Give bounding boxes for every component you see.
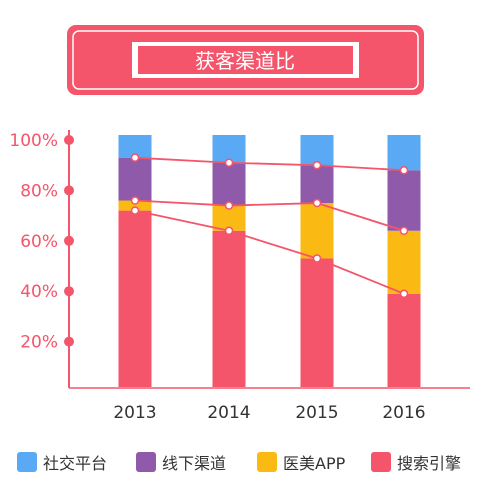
trend-point: [312, 160, 322, 170]
bar-segment: [212, 162, 246, 206]
trend-point: [130, 206, 140, 215]
legend-swatch: [257, 452, 277, 472]
trend-point: [399, 226, 409, 236]
bar-segment: [300, 165, 334, 204]
y-tick-dot: [64, 235, 74, 246]
trend-point: [224, 158, 234, 167]
y-tick-label: 60%: [20, 232, 58, 252]
y-tick-dot: [64, 135, 74, 145]
legend-item: 线下渠道: [136, 452, 226, 473]
trend-point: [224, 201, 234, 210]
plot-area: 20% 40% 60% 80% 100% 2013 2014 2015 2016: [9, 130, 470, 423]
trend-line: [134, 209, 405, 295]
trend-point: [399, 166, 409, 175]
legend-item: 搜索引擎: [371, 452, 461, 473]
bar-segment: [118, 135, 152, 158]
y-tick-label: 40%: [20, 282, 58, 302]
y-tick-label: 20%: [20, 333, 58, 353]
title-banner: 获客渠道比: [67, 25, 424, 95]
trend-point: [224, 226, 234, 236]
bar-segment: [387, 293, 421, 387]
legend-swatch: [17, 452, 37, 472]
bar-segment: [212, 135, 246, 163]
x-tick-label: 2016: [382, 403, 425, 423]
legend-label: 搜索引擎: [397, 454, 461, 473]
trend-point: [312, 254, 322, 263]
legend-item: 社交平台: [17, 452, 107, 473]
y-tick-label: 80%: [20, 181, 58, 201]
y-tick-dot: [64, 286, 74, 297]
bar-segment: [387, 135, 421, 171]
trend-point: [312, 198, 322, 208]
legend-item: 医美APP: [257, 452, 346, 473]
legend: 社交平台 线下渠道 医美APP 搜索引擎: [17, 452, 461, 473]
bar-segment: [300, 135, 334, 166]
bar-segment: [300, 258, 334, 387]
x-tick-label: 2015: [295, 403, 338, 423]
bar-segment: [212, 230, 246, 387]
bar-segment: [300, 203, 334, 259]
y-tick-dot: [64, 185, 74, 196]
legend-label: 线下渠道: [162, 454, 226, 473]
legend-swatch: [371, 452, 391, 472]
chart-title: 获客渠道比: [195, 49, 295, 73]
legend-label: 社交平台: [43, 454, 107, 473]
x-tick-label: 2013: [113, 403, 156, 423]
y-tick-label: 100%: [9, 131, 58, 151]
bar-segment: [118, 157, 152, 201]
bar-segment: [118, 210, 152, 387]
legend-swatch: [136, 452, 156, 472]
trend-point: [130, 196, 140, 205]
trend-point: [130, 153, 140, 162]
x-tick-label: 2014: [207, 403, 250, 423]
bar-segment: [118, 200, 152, 211]
trend-point: [399, 289, 409, 299]
bar-segment: [387, 170, 421, 231]
trend-line: [134, 199, 405, 232]
y-tick-dot: [64, 336, 74, 347]
bar-segment: [387, 230, 421, 294]
legend-label: 医美APP: [283, 454, 346, 473]
trend-line: [134, 156, 405, 172]
